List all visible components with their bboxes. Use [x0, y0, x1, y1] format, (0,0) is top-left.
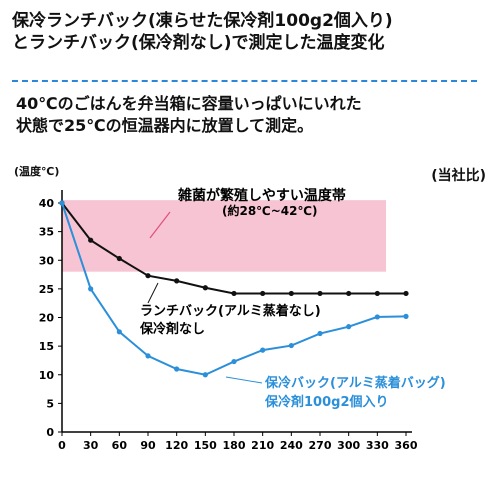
y-axis-label: (温度℃): [14, 165, 60, 178]
series-label-no-ice-sub: 保冷剤なし: [139, 321, 205, 337]
title-line-1: 保冷ランチバック(凍らせた保冷剤100g2個入り): [12, 11, 393, 31]
data-point-cool-bag: [317, 330, 323, 337]
y-tick-label: 25: [39, 283, 54, 296]
data-point-no-ice: [145, 273, 151, 279]
series-label-cool-bag: 保冷バック(アルミ蒸着バッグ): [264, 375, 446, 391]
x-tick-label: 270: [309, 439, 332, 452]
x-tick-label: 0: [58, 439, 66, 452]
data-point-no-ice: [174, 278, 180, 284]
description-line-1: 40℃のごはんを弁当箱に容量いっぱいにいれた: [16, 94, 362, 113]
data-point-cool-bag: [59, 200, 65, 206]
title-divider: [12, 80, 477, 82]
band-range-label: (約28℃~42℃): [222, 203, 318, 218]
y-tick-label: 35: [39, 226, 54, 239]
data-point-no-ice: [116, 255, 122, 262]
x-tick-label: 30: [83, 439, 99, 452]
x-tick-label: 360: [395, 439, 418, 452]
chart-description: 40℃のごはんを弁当箱に容量いっぱいにいれた 状態で25℃の恒温器内に放置して測…: [16, 93, 486, 137]
data-point-cool-bag: [145, 353, 151, 359]
data-point-no-ice: [231, 290, 237, 297]
data-point-no-ice: [288, 290, 294, 297]
data-point-no-ice: [346, 290, 352, 297]
temperature-band: [62, 200, 386, 272]
x-tick-label: 60: [112, 439, 128, 452]
y-tick-label: 0: [46, 426, 54, 439]
data-point-no-ice: [88, 237, 94, 243]
data-point-cool-bag: [174, 366, 180, 372]
data-point-cool-bag: [288, 342, 294, 349]
data-point-cool-bag: [403, 313, 409, 319]
x-tick-label: 180: [223, 439, 246, 452]
chart-title: 保冷ランチバック(凍らせた保冷剤100g2個入り) とランチバック(保冷剤なし)…: [12, 10, 492, 54]
y-tick-label: 5: [46, 397, 54, 410]
series-label-cool-bag-sub: 保冷剤100g2個入り: [264, 394, 389, 410]
x-tick-label: 240: [280, 439, 303, 452]
data-point-no-ice: [317, 290, 323, 297]
y-tick-label: 10: [39, 369, 55, 382]
data-point-no-ice: [202, 285, 208, 291]
data-point-cool-bag: [260, 347, 266, 353]
data-point-cool-bag: [116, 329, 122, 335]
data-point-no-ice: [403, 290, 409, 297]
x-tick-label: 150: [194, 439, 217, 452]
y-tick-label: 30: [39, 254, 55, 267]
x-tick-label: 210: [251, 439, 274, 452]
data-point-cool-bag: [231, 358, 237, 365]
series-pointer-cool-bag: [225, 376, 263, 384]
x-tick-label: 330: [366, 439, 389, 452]
data-point-no-ice: [260, 290, 266, 297]
y-tick-label: 15: [39, 340, 54, 353]
y-tick-label: 20: [39, 312, 55, 325]
data-point-no-ice: [374, 290, 380, 297]
x-tick-label: 300: [337, 439, 360, 452]
title-line-2: とランチバック(保冷剤なし)で測定した温度変化: [12, 33, 385, 53]
x-tick-label: 120: [165, 439, 188, 452]
band-label: 雑菌が繁殖しやすい温度帯: [177, 187, 346, 204]
source-note: (当社比): [431, 168, 486, 184]
y-tick-label: 40: [39, 197, 55, 210]
data-point-cool-bag: [202, 372, 208, 378]
series-label-no-ice: ランチバック(アルミ蒸着なし): [140, 303, 321, 319]
x-tick-label: 90: [140, 439, 156, 452]
description-line-2: 状態で25℃の恒温器内に放置して測定。: [16, 116, 314, 135]
data-point-cool-bag: [88, 286, 94, 292]
series-pointer-no-ice: [147, 282, 159, 304]
data-point-cool-bag: [346, 324, 352, 330]
data-point-cool-bag: [374, 314, 380, 320]
band-pointer-mark: [149, 211, 171, 239]
